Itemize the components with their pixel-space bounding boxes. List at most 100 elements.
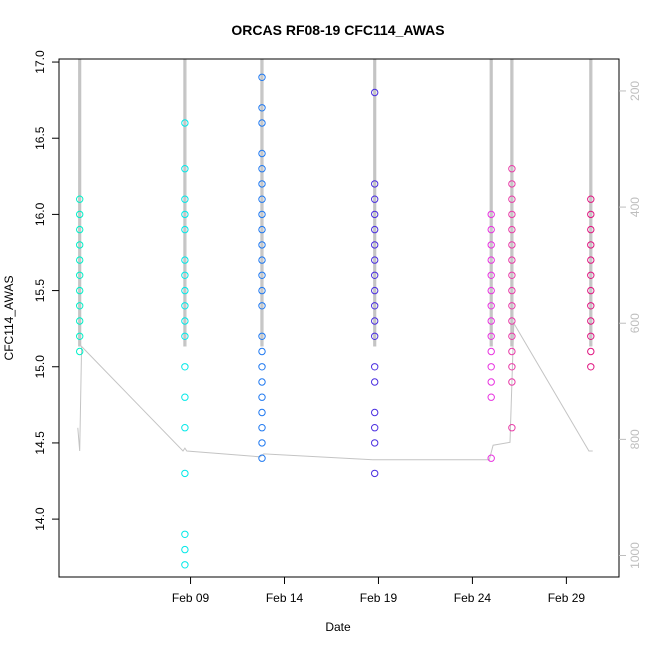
data-point — [371, 332, 379, 340]
data-point — [181, 286, 189, 295]
y-tick-label: 14.5 — [33, 431, 47, 455]
data-point — [371, 88, 379, 97]
data-point — [487, 210, 495, 219]
data-point — [76, 332, 84, 340]
data-point — [258, 302, 266, 310]
data-point — [587, 256, 595, 264]
data-point — [508, 225, 516, 234]
data-point — [508, 271, 516, 279]
data-point — [258, 73, 266, 82]
y-tick-label: 17.0 — [33, 50, 47, 74]
data-point — [258, 271, 266, 279]
data-point — [587, 317, 595, 325]
data-point — [258, 347, 266, 356]
data-point — [371, 286, 379, 295]
data-point — [508, 363, 516, 371]
right-tick-label: 1000 — [628, 542, 642, 569]
y-tick-label: 15.5 — [33, 279, 47, 303]
data-point — [371, 241, 379, 249]
data-point — [371, 424, 379, 432]
data-point — [181, 165, 189, 173]
data-point — [76, 225, 84, 234]
data-point — [508, 180, 516, 188]
data-point — [587, 195, 595, 203]
data-point — [487, 271, 495, 279]
data-point — [181, 256, 189, 264]
data-point — [587, 210, 595, 219]
data-point — [181, 317, 189, 325]
data-point — [258, 363, 266, 371]
data-point — [587, 241, 595, 249]
data-point — [371, 378, 379, 386]
right-axis: 200 400 600 800 1000 — [619, 81, 642, 569]
data-point — [371, 271, 379, 279]
data-point — [76, 210, 84, 219]
right-tick-label: 200 — [628, 81, 642, 101]
data-point — [487, 286, 495, 295]
y-tick-label: 16.5 — [33, 126, 47, 150]
data-point — [371, 439, 379, 447]
data-point — [508, 317, 516, 325]
data-point — [371, 302, 379, 310]
data-point — [258, 165, 266, 173]
plot-frame — [58, 58, 620, 578]
data-point — [181, 195, 189, 203]
data-point — [258, 119, 266, 127]
data-point — [76, 286, 84, 295]
data-point — [258, 149, 266, 158]
data-point — [181, 424, 189, 432]
data-point — [508, 286, 516, 295]
data-point — [487, 332, 495, 340]
pressure-track-line — [77, 321, 593, 461]
data-point — [487, 241, 495, 249]
data-point — [508, 165, 516, 173]
data-point — [371, 180, 379, 188]
data-point — [508, 241, 516, 249]
data-point — [181, 469, 189, 478]
chart-title: ORCAS RF08-19 CFC114_AWAS — [231, 22, 444, 38]
data-point — [76, 317, 84, 325]
data-point — [587, 286, 595, 295]
data-point — [587, 332, 595, 340]
data-point — [76, 347, 84, 356]
data-point — [258, 256, 266, 264]
x-tick-label: Feb 09 — [172, 591, 210, 605]
data-point — [76, 195, 84, 203]
x-axis: Feb 09 Feb 14 Feb 19 Feb 24 Feb 29 — [172, 577, 585, 605]
data-point — [76, 271, 84, 279]
data-point — [76, 241, 84, 249]
data-point — [587, 225, 595, 234]
data-point — [258, 210, 266, 219]
data-point — [258, 104, 266, 112]
data-point — [258, 286, 266, 295]
data-point — [258, 424, 266, 432]
x-tick-label: Feb 24 — [454, 591, 492, 605]
data-point — [508, 378, 516, 386]
x-tick-label: Feb 14 — [266, 591, 304, 605]
data-point — [181, 363, 189, 371]
data-point — [258, 332, 266, 340]
y-tick-label: 14.0 — [33, 507, 47, 531]
data-point — [487, 347, 495, 356]
data-point — [587, 271, 595, 279]
data-point — [371, 195, 379, 203]
data-point — [181, 332, 189, 340]
right-tick-label: 600 — [628, 313, 642, 333]
data-point — [371, 317, 379, 325]
data-point — [371, 469, 379, 478]
data-point — [371, 225, 379, 234]
data-point — [258, 241, 266, 249]
right-tick-label: 400 — [628, 197, 642, 217]
data-point — [487, 363, 495, 371]
data-point — [487, 378, 495, 386]
data-point — [587, 302, 595, 310]
data-point — [508, 347, 516, 356]
data-point — [487, 302, 495, 310]
data-point — [487, 454, 495, 462]
y-tick-label: 15.0 — [33, 355, 47, 379]
data-point — [508, 424, 516, 432]
data-point — [508, 195, 516, 203]
y-axis-title: CFC114_AWAS — [2, 276, 16, 361]
data-point — [371, 210, 379, 219]
data-point — [508, 332, 516, 340]
